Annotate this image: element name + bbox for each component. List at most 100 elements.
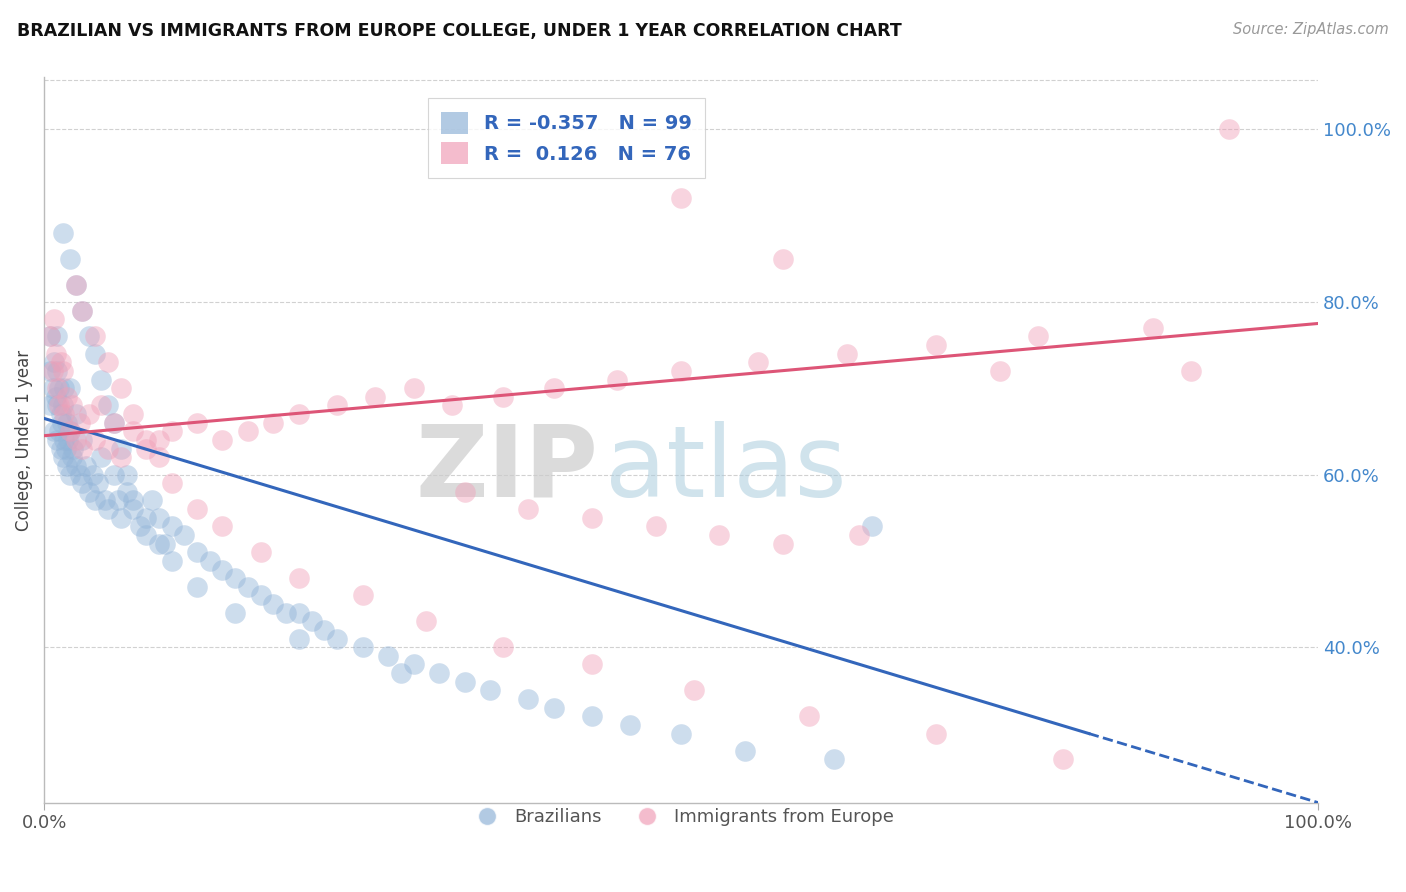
Point [364,390,387,404]
Point [160,476,183,491]
Point [45,399,67,413]
Point [77,329,100,343]
Point [60,450,83,465]
Point [69,467,91,482]
Point [186,545,208,559]
Point [517,502,540,516]
Point [90,399,112,413]
Point [72,476,94,491]
Point [135,528,157,542]
Point [84,329,107,343]
Point [669,191,692,205]
Point [262,416,284,430]
Point [72,303,94,318]
Point [644,519,666,533]
Point [543,381,565,395]
Point [581,709,603,723]
Point [1052,752,1074,766]
Point [581,657,603,672]
Point [42,364,65,378]
Point [55,442,77,456]
Point [103,416,125,430]
Point [186,580,208,594]
Point [479,683,502,698]
Point [734,744,756,758]
Point [56,458,79,473]
Point [48,425,70,439]
Point [860,519,883,533]
Point [153,536,176,550]
Point [51,416,73,430]
Point [128,519,150,533]
Point [97,399,120,413]
Point [72,433,94,447]
Point [352,588,374,602]
Point [77,407,100,421]
Y-axis label: College, Under 1 year: College, Under 1 year [15,350,32,531]
Point [53,433,76,447]
Point [52,364,75,378]
Point [39,364,62,378]
Point [1142,320,1164,334]
Point [415,615,437,629]
Point [224,606,246,620]
Point [148,450,170,465]
Point [103,416,125,430]
Point [49,407,72,421]
Point [517,692,540,706]
Point [236,425,259,439]
Point [288,571,311,585]
Point [60,399,83,413]
Point [65,277,87,292]
Point [747,355,769,369]
Point [90,450,112,465]
Point [84,433,107,447]
Point [45,390,67,404]
Point [122,502,145,516]
Point [326,399,349,413]
Point [45,329,67,343]
Point [58,425,80,439]
Point [115,484,138,499]
Point [72,303,94,318]
Point [288,407,311,421]
Point [110,510,132,524]
Text: atlas: atlas [605,420,846,517]
Point [314,623,336,637]
Point [427,666,450,681]
Point [224,571,246,585]
Point [97,442,120,456]
Point [52,226,75,240]
Point [1180,364,1202,378]
Point [1026,329,1049,343]
Point [122,493,145,508]
Point [58,433,80,447]
Point [669,364,692,378]
Point [606,373,628,387]
Point [148,536,170,550]
Point [925,726,948,740]
Point [301,615,323,629]
Point [492,390,515,404]
Point [389,666,412,681]
Point [110,442,132,456]
Point [772,252,794,266]
Point [58,252,80,266]
Point [198,554,221,568]
Point [44,312,66,326]
Point [107,493,129,508]
Point [53,381,76,395]
Point [619,718,641,732]
Point [835,347,858,361]
Point [42,381,65,395]
Point [122,407,145,421]
Point [84,347,107,361]
Point [56,416,79,430]
Point [453,484,475,499]
Point [173,528,195,542]
Point [82,467,104,482]
Point [211,519,233,533]
Point [262,597,284,611]
Point [683,683,706,698]
Point [75,458,97,473]
